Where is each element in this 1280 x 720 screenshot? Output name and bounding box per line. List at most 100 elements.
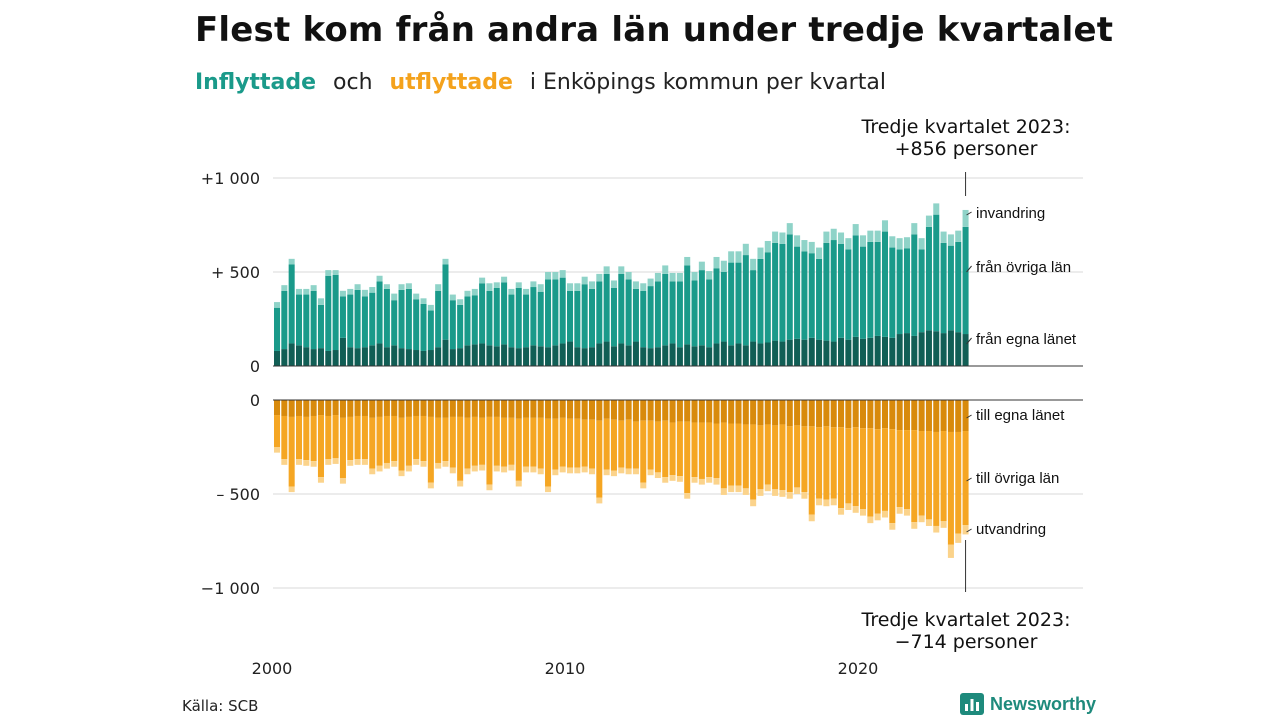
bar-in-other bbox=[823, 242, 830, 341]
bar-out-other bbox=[786, 426, 793, 493]
bar-in-other bbox=[720, 272, 727, 342]
bar-in-abroad bbox=[574, 283, 581, 291]
bar-out-own bbox=[794, 400, 801, 426]
annotation-top-line1: Tredje kvartalet 2023: bbox=[861, 116, 1071, 138]
bar-out-other bbox=[867, 428, 874, 517]
bar-in-own bbox=[713, 343, 720, 366]
bar-in-own bbox=[427, 350, 434, 366]
bar-in-abroad bbox=[471, 288, 478, 296]
bar-in-own bbox=[933, 331, 940, 366]
y-tick-label: +1 000 bbox=[201, 169, 260, 188]
bar-in-abroad bbox=[376, 275, 383, 282]
bar-in-own bbox=[442, 339, 449, 366]
bar-in-own bbox=[728, 345, 735, 366]
bar-out-own bbox=[288, 400, 295, 417]
bar-out-abroad bbox=[713, 478, 720, 485]
bar-out-abroad bbox=[398, 470, 405, 477]
bar-in-other bbox=[764, 252, 771, 343]
bar-out-other bbox=[698, 422, 705, 479]
bar-out-own bbox=[603, 400, 610, 419]
bar-out-abroad bbox=[947, 544, 954, 558]
bar-out-other bbox=[940, 431, 947, 522]
bar-out-abroad bbox=[852, 506, 859, 513]
bar-in-other bbox=[654, 281, 661, 348]
bar-out-own bbox=[750, 400, 757, 425]
bar-out-own bbox=[574, 400, 581, 419]
bar-in-own bbox=[632, 341, 639, 366]
bar-in-own bbox=[303, 347, 310, 366]
bar-out-own bbox=[501, 400, 508, 418]
bar-out-own bbox=[669, 400, 676, 423]
bar-in-other bbox=[310, 290, 317, 350]
bar-out-other bbox=[947, 431, 954, 545]
bar-out-own bbox=[867, 400, 874, 429]
y-tick-label: + 500 bbox=[211, 263, 260, 282]
bar-out-own bbox=[281, 400, 288, 416]
bar-in-own bbox=[501, 344, 508, 366]
annotation-bottom-line1: Tredje kvartalet 2023: bbox=[861, 609, 1071, 631]
bar-in-abroad bbox=[896, 238, 903, 250]
bar-in-abroad bbox=[750, 258, 757, 271]
series-label-top: från egna länet bbox=[976, 331, 1077, 348]
bar-out-abroad bbox=[625, 468, 632, 475]
bar-out-abroad bbox=[449, 467, 456, 474]
bar-in-other bbox=[647, 286, 654, 349]
bar-out-own bbox=[640, 400, 647, 421]
bar-out-own bbox=[581, 400, 588, 420]
bar-in-own bbox=[720, 341, 727, 366]
bar-out-other bbox=[742, 424, 749, 489]
bar-in-abroad bbox=[581, 276, 588, 285]
bar-out-abroad bbox=[281, 459, 288, 465]
bar-in-other bbox=[398, 289, 405, 349]
bar-out-abroad bbox=[698, 478, 705, 485]
bar-out-own bbox=[420, 400, 427, 416]
bar-out-other bbox=[735, 423, 742, 486]
bar-in-own bbox=[552, 345, 559, 366]
bar-out-abroad bbox=[596, 497, 603, 504]
bar-out-other bbox=[567, 418, 574, 468]
bar-in-abroad bbox=[764, 240, 771, 253]
bar-in-other bbox=[603, 273, 610, 342]
bar-out-abroad bbox=[530, 466, 537, 473]
bar-out-own bbox=[947, 400, 954, 432]
bar-out-own bbox=[940, 400, 947, 432]
bar-in-other bbox=[281, 290, 288, 350]
bar-out-own bbox=[896, 400, 903, 431]
bar-out-own bbox=[632, 400, 639, 422]
bar-out-other bbox=[823, 426, 830, 500]
bar-out-other bbox=[427, 416, 434, 483]
bar-out-other bbox=[317, 415, 324, 478]
bar-out-other bbox=[281, 415, 288, 460]
bar-out-own bbox=[772, 400, 779, 426]
bar-out-own bbox=[889, 400, 896, 430]
series-label-bottom: till övriga län bbox=[976, 470, 1059, 487]
bar-in-abroad bbox=[684, 256, 691, 266]
bar-out-other bbox=[274, 415, 281, 447]
bar-out-own bbox=[691, 400, 698, 423]
bar-in-other bbox=[750, 270, 757, 342]
bar-in-abroad bbox=[618, 266, 625, 274]
subtitle-utflyttade: utflyttade bbox=[389, 70, 513, 95]
bar-in-own bbox=[889, 337, 896, 366]
bar-in-own bbox=[625, 345, 632, 366]
bar-out-own bbox=[838, 400, 845, 428]
bar-in-other bbox=[515, 287, 522, 349]
bar-in-own bbox=[508, 347, 515, 366]
bar-in-other bbox=[442, 264, 449, 340]
bar-in-other bbox=[486, 290, 493, 346]
bar-out-own bbox=[757, 400, 764, 426]
bar-in-own bbox=[896, 334, 903, 366]
bar-out-abroad bbox=[317, 477, 324, 483]
bar-out-own bbox=[735, 400, 742, 424]
bar-out-own bbox=[962, 400, 969, 432]
bar-out-abroad bbox=[889, 523, 896, 530]
bar-in-abroad bbox=[823, 231, 830, 243]
bar-out-abroad bbox=[347, 460, 354, 466]
bar-in-own bbox=[918, 332, 925, 366]
bar-in-other bbox=[903, 248, 910, 334]
bar-in-other bbox=[303, 294, 310, 348]
bar-in-abroad bbox=[801, 240, 808, 252]
bar-out-own bbox=[720, 400, 727, 423]
bar-out-other bbox=[413, 415, 420, 460]
bar-in-other bbox=[435, 290, 442, 348]
